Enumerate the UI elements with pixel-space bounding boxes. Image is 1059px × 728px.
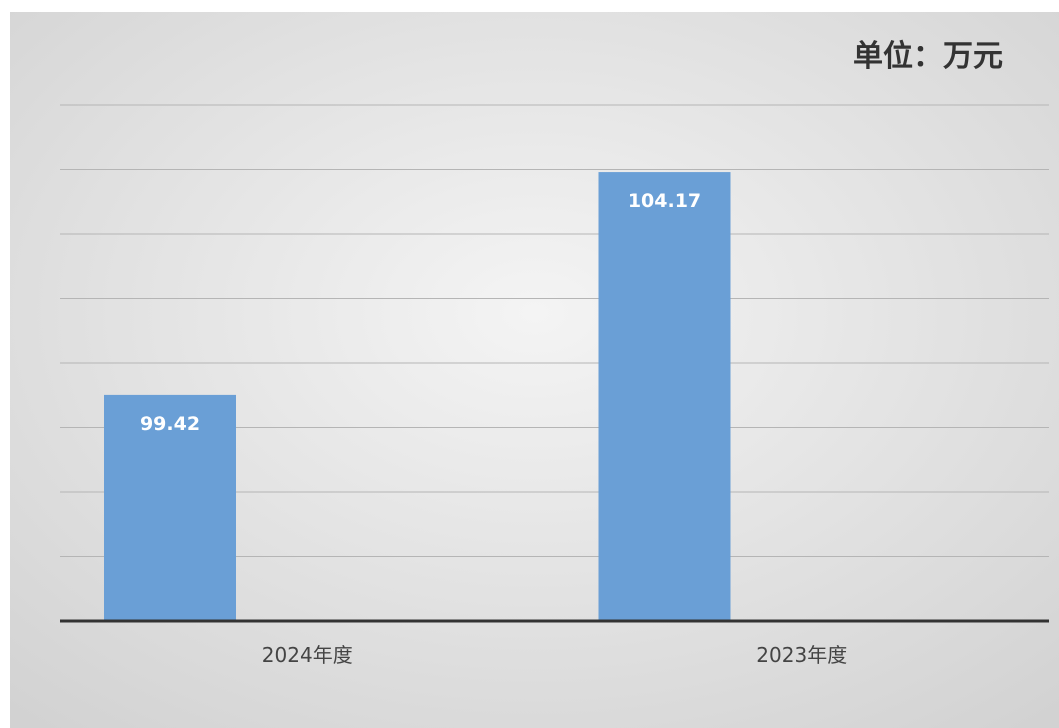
data-labels: 99.42 104.17 (140, 190, 701, 435)
data-label-0: 99.42 (140, 413, 200, 435)
bar-0 (104, 394, 236, 621)
category-label-0: 2024年度 (262, 643, 353, 667)
category-labels: 2024年度 2023年度 (262, 643, 847, 667)
bars (104, 172, 731, 621)
bar-1 (598, 172, 731, 621)
unit-label: 单位：万元 (853, 39, 1003, 74)
data-label-1: 104.17 (628, 190, 701, 212)
category-label-1: 2023年度 (756, 643, 847, 667)
